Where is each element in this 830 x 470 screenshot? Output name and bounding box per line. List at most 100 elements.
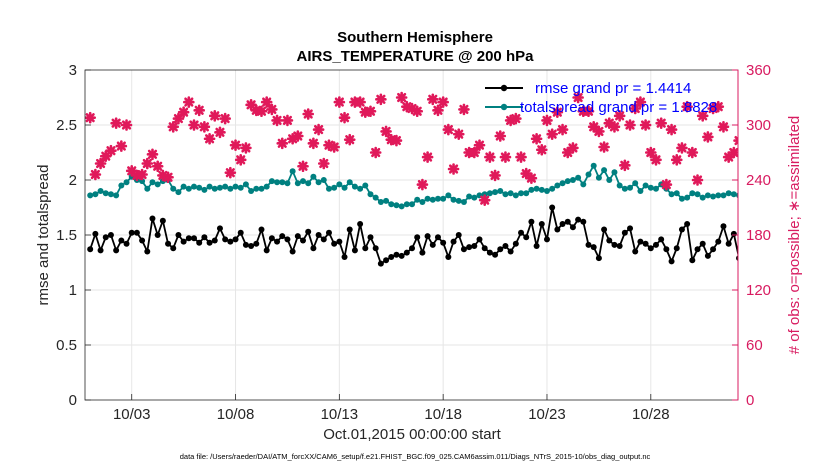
totalspread-point xyxy=(757,190,763,196)
totalspread-point xyxy=(424,195,431,202)
totalspread-point xyxy=(258,185,265,192)
totalspread-point xyxy=(575,174,582,181)
obs-marker xyxy=(530,132,543,145)
obs-marker xyxy=(468,146,481,159)
rmse-point xyxy=(492,251,499,258)
obs-marker xyxy=(676,142,688,154)
rmse-point xyxy=(606,237,613,244)
obs-marker xyxy=(717,121,730,133)
rmse-point xyxy=(699,240,706,247)
rmse-point xyxy=(403,249,410,256)
rmse-point xyxy=(305,228,312,235)
totalspread-point xyxy=(450,196,457,203)
obs-marker xyxy=(681,100,693,113)
rmse-point xyxy=(502,243,509,249)
rmse-point xyxy=(237,229,244,236)
totalspread-point xyxy=(736,192,738,199)
rmse-point xyxy=(507,248,514,255)
rmse-point xyxy=(336,238,343,245)
totalspread-point xyxy=(507,190,514,197)
totalspread-point xyxy=(206,183,213,190)
obs-marker xyxy=(634,96,647,108)
totalspread-point xyxy=(699,194,706,201)
totalspread-point xyxy=(409,201,416,208)
totalspread-point xyxy=(107,191,114,198)
obs-marker xyxy=(240,142,252,154)
totalspread-point xyxy=(185,185,192,192)
rmse-point xyxy=(113,247,120,254)
obs-marker xyxy=(807,102,816,111)
totalspread-point xyxy=(647,184,654,191)
y-right-tick-label: 180 xyxy=(746,227,771,244)
rmse-point xyxy=(637,238,644,245)
obs-marker xyxy=(776,98,785,107)
rmse-point xyxy=(476,236,483,243)
rmse-point xyxy=(253,240,260,247)
obs-marker xyxy=(771,110,780,119)
rmse-point xyxy=(325,229,332,236)
obs-marker xyxy=(364,105,377,118)
y-tick-label: 0.5 xyxy=(56,337,77,354)
totalspread-point xyxy=(824,191,830,197)
rmse-point xyxy=(652,241,659,248)
obs-marker xyxy=(146,148,159,161)
obs-marker xyxy=(188,119,200,131)
y-right-tick-label: 60 xyxy=(746,337,763,354)
ticks: 0 0.5 1 1.5 2 2.5 3 0 60 120 180 240 300 360 10/03 10/0… xyxy=(56,62,771,423)
obs-marker xyxy=(541,114,553,127)
obs-marker xyxy=(395,91,408,104)
totalspread-point xyxy=(549,185,556,192)
data-file-footnote: data file: /Users/raeder/DAI/ATM_forcXX/… xyxy=(180,452,651,461)
totalspread-point xyxy=(398,203,405,210)
obs-marker xyxy=(750,159,759,168)
obs-marker xyxy=(234,154,247,166)
totalspread-point xyxy=(720,192,727,199)
rmse-point xyxy=(398,252,405,259)
totalspread-point xyxy=(331,184,338,191)
totalspread-point xyxy=(357,185,364,192)
totalspread-point xyxy=(253,185,260,192)
rmse-point xyxy=(595,255,602,262)
totalspread-point xyxy=(678,195,685,202)
y-tick-label: 3 xyxy=(69,62,77,79)
obs-marker xyxy=(535,143,548,156)
rmse-point xyxy=(486,249,493,256)
rmse-point xyxy=(684,221,691,227)
totalspread-point xyxy=(372,194,379,201)
totalspread-point xyxy=(694,191,701,198)
totalspread-point xyxy=(580,181,587,188)
obs-marker xyxy=(760,159,769,168)
obs-marker xyxy=(484,151,496,163)
totalspread-point xyxy=(471,194,478,201)
obs-marker xyxy=(426,93,439,106)
totalspread-point xyxy=(502,191,509,198)
rmse-point xyxy=(242,241,249,248)
rmse-point xyxy=(139,237,146,244)
totalspread-point xyxy=(486,190,493,197)
totalspread-point xyxy=(434,195,441,202)
rmse-point xyxy=(580,218,587,225)
rmse-point xyxy=(704,252,711,259)
totalspread-point xyxy=(538,186,545,193)
totalspread-point xyxy=(403,201,410,208)
y-tick-label: 2 xyxy=(69,172,77,189)
totalspread-point xyxy=(710,193,717,200)
rmse-point xyxy=(97,247,104,254)
obs-marker xyxy=(281,114,294,127)
obs-marker xyxy=(670,154,683,166)
obs-marker xyxy=(380,125,392,138)
obs-marker xyxy=(110,117,122,129)
rmse-point xyxy=(564,218,571,225)
totalspread-point xyxy=(123,179,130,186)
legend: rmse grand pr = 1.4414 totalspread grand… xyxy=(485,80,717,116)
rmse-point xyxy=(466,244,473,251)
totalspread-point xyxy=(440,195,447,202)
rmse-point xyxy=(819,244,825,250)
totalspread-point xyxy=(652,185,659,192)
obs-marker xyxy=(354,96,366,108)
totalspread-point xyxy=(196,184,203,191)
totalspread-point xyxy=(175,189,182,196)
rmse-point xyxy=(804,240,810,246)
obs-marker xyxy=(224,166,237,179)
rmse-point xyxy=(518,229,525,236)
